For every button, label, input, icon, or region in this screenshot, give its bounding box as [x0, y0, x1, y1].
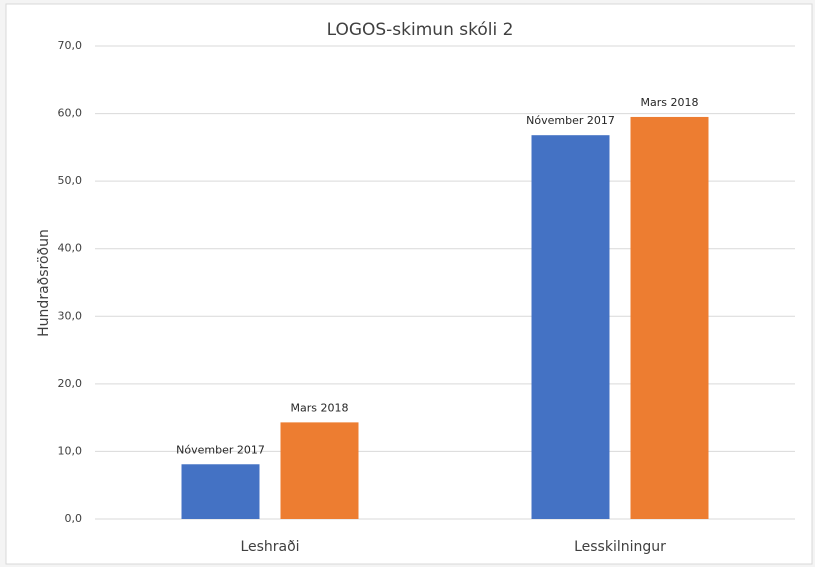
chart-title: LOGOS-skimun skóli 2 — [327, 20, 514, 40]
y-tick-label: 50,0 — [58, 174, 83, 187]
x-tick-label: Lesskilningur — [574, 539, 666, 555]
y-tick-label: 30,0 — [58, 309, 83, 322]
y-tick-label: 70,0 — [58, 39, 83, 52]
bar-label: Nóvember 2017 — [176, 443, 265, 456]
bar — [181, 464, 260, 519]
bar-label: Mars 2018 — [641, 96, 699, 109]
bar — [280, 422, 359, 519]
y-tick-label: 10,0 — [58, 444, 83, 457]
y-tick-label: 60,0 — [58, 107, 83, 120]
y-tick-label: 0,0 — [65, 512, 83, 525]
y-axis-label: Hundraðsröðun — [36, 229, 52, 337]
x-tick-label: Leshraði — [240, 539, 299, 555]
bar — [531, 135, 610, 520]
bar — [630, 116, 709, 519]
bar-label: Mars 2018 — [291, 401, 349, 414]
y-tick-label: 40,0 — [58, 242, 83, 255]
y-tick-label: 20,0 — [58, 377, 83, 390]
bar-label: Nóvember 2017 — [526, 114, 615, 127]
